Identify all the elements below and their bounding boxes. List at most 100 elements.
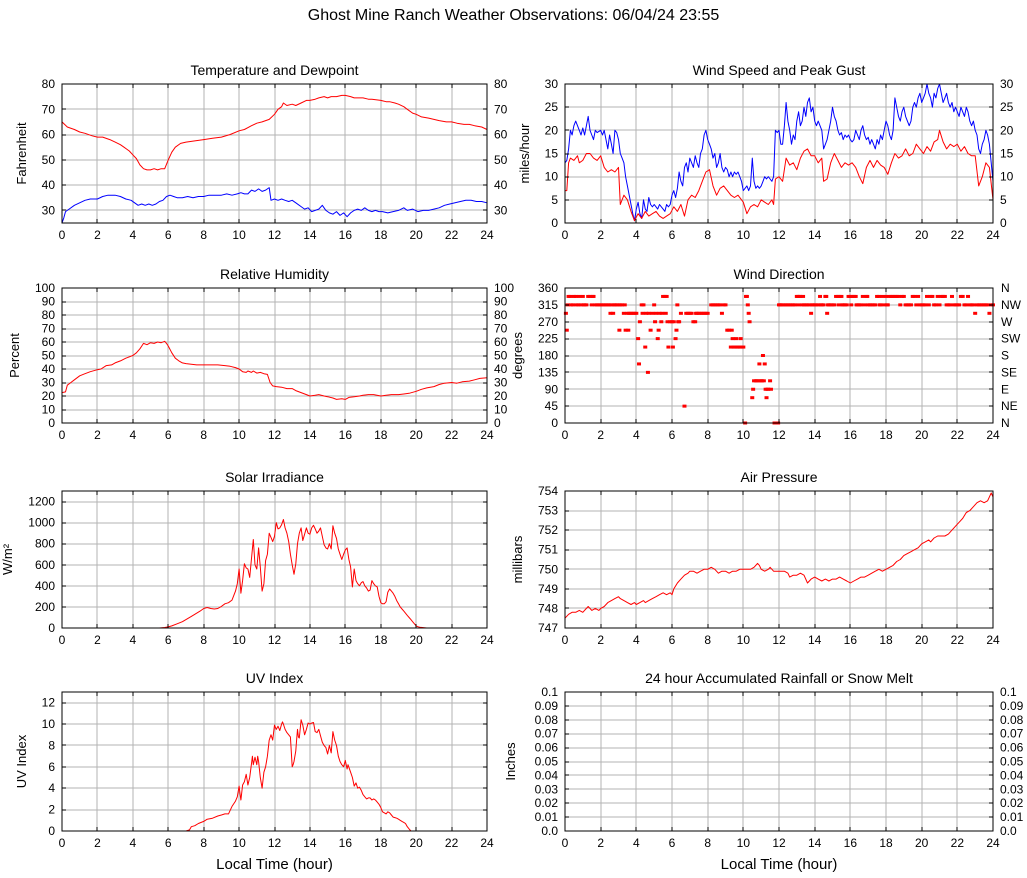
y-tick-label: 10 (545, 170, 559, 184)
x-tick-label: 22 (445, 428, 459, 442)
y-axis-label: millibars (510, 535, 525, 583)
y-tick-label-right: 30 (494, 203, 508, 217)
y-tick-label-right: 0 (1000, 216, 1007, 230)
tick-marks (564, 287, 994, 424)
y-tick-label-right: 60 (494, 128, 508, 142)
x-tick-label: 2 (94, 633, 101, 647)
grid (62, 288, 487, 423)
grid (62, 692, 487, 831)
y-tick-label: 25 (545, 100, 559, 114)
x-tick-label: 12 (772, 428, 786, 442)
x-tick-label: 0 (562, 228, 569, 242)
y-tick-label-right: 0.01 (1000, 810, 1024, 824)
y-tick-label-right: 0.02 (1000, 796, 1024, 810)
y-tick-label: 50 (42, 153, 56, 167)
y-tick-label: 20 (42, 389, 56, 403)
y-tick-label: 90 (42, 295, 56, 309)
y-tick-label: 5 (551, 193, 558, 207)
x-tick-label: 0 (562, 428, 569, 442)
series-irradiance (62, 519, 487, 629)
x-tick-label: 20 (409, 836, 423, 850)
x-tick-label: 16 (844, 428, 858, 442)
y-tick-label: 12 (42, 696, 56, 710)
x-tick-label: 0 (59, 228, 66, 242)
y-tick-label: 747 (538, 621, 558, 635)
chart-rainfall: 0.0 0.00.01 0.010.02 0.020.03 0.030.04 0.040.… (503, 670, 1024, 873)
y-tick-label: 8 (48, 738, 55, 752)
y-tick-label: 0 (551, 216, 558, 230)
compass-label: E (1001, 382, 1009, 396)
x-tick-label: 24 (986, 633, 1000, 647)
y-tick-label-right: 80 (494, 308, 508, 322)
y-tick-label: 0.1 (541, 685, 558, 699)
x-tick-label: 20 (915, 633, 929, 647)
compass-label: SE (1001, 365, 1017, 379)
grid (62, 491, 487, 628)
y-tick-label-right: 0.08 (1000, 713, 1024, 727)
y-tick-label: 180 (538, 349, 558, 363)
x-tick-label: 14 (808, 633, 822, 647)
grid (565, 288, 993, 423)
y-tick-label-right: 100 (494, 281, 514, 295)
y-tick-label: 0.0 (541, 824, 558, 838)
x-tick-label: 22 (951, 228, 965, 242)
y-tick-label: 751 (538, 543, 558, 557)
y-tick-label-right: 0.03 (1000, 782, 1024, 796)
x-tick-label: 4 (633, 228, 640, 242)
x-tick-label: 14 (303, 228, 317, 242)
x-tick-label: 16 (339, 428, 353, 442)
x-tick-label: 4 (633, 633, 640, 647)
x-tick-label: 24 (986, 228, 1000, 242)
x-tick-label: 8 (704, 428, 711, 442)
y-tick-label: 0.03 (535, 782, 559, 796)
x-tick-label: 6 (165, 428, 172, 442)
grid (565, 692, 993, 831)
x-tick-label: 14 (303, 836, 317, 850)
y-tick-label: 50 (42, 349, 56, 363)
x-tick-label: 10 (737, 228, 751, 242)
y-tick-label: 0.04 (535, 768, 559, 782)
x-tick-label: 10 (232, 228, 246, 242)
x-tick-label: 10 (232, 428, 246, 442)
y-tick-label: 0.02 (535, 796, 559, 810)
y-tick-label-right: 10 (494, 403, 508, 417)
y-tick-label-right: 0.09 (1000, 699, 1024, 713)
y-tick-label: 748 (538, 601, 558, 615)
x-tick-label: 14 (808, 428, 822, 442)
y-tick-label: 0.09 (535, 699, 559, 713)
x-tick-label: 14 (303, 428, 317, 442)
x-tick-label: 8 (200, 633, 207, 647)
x-tick-label: 6 (165, 633, 172, 647)
y-tick-label-right: 20 (494, 389, 508, 403)
x-tick-label: 16 (844, 228, 858, 242)
y-tick-label: 70 (42, 322, 56, 336)
y-tick-label: 60 (42, 335, 56, 349)
y-tick-label: 2 (48, 803, 55, 817)
x-tick-label: 22 (445, 228, 459, 242)
series-peak-gust (564, 83, 994, 222)
x-tick-label: 12 (772, 836, 786, 850)
y-tick-label: 135 (538, 365, 558, 379)
y-tick-label: 0.07 (535, 727, 559, 741)
x-tick-label: 8 (704, 836, 711, 850)
chart-title: 24 hour Accumulated Rainfall or Snow Mel… (645, 670, 913, 686)
x-tick-label: 8 (200, 428, 207, 442)
x-tick-label: 10 (737, 633, 751, 647)
x-tick-label: 6 (669, 228, 676, 242)
y-axis-label: degrees (510, 332, 525, 379)
y-tick-label: 15 (545, 147, 559, 161)
tick-marks (61, 692, 488, 832)
page-title: Ghost Mine Ranch Weather Observations: 0… (307, 7, 720, 24)
x-tick-label: 18 (374, 428, 388, 442)
x-tick-label: 0 (59, 428, 66, 442)
y-tick-label: 800 (35, 537, 55, 551)
x-tick-label: 12 (268, 836, 282, 850)
compass-label: N (1001, 281, 1010, 295)
series-wind-speed (565, 129, 994, 222)
x-axis-label: Local Time (hour) (721, 856, 838, 873)
